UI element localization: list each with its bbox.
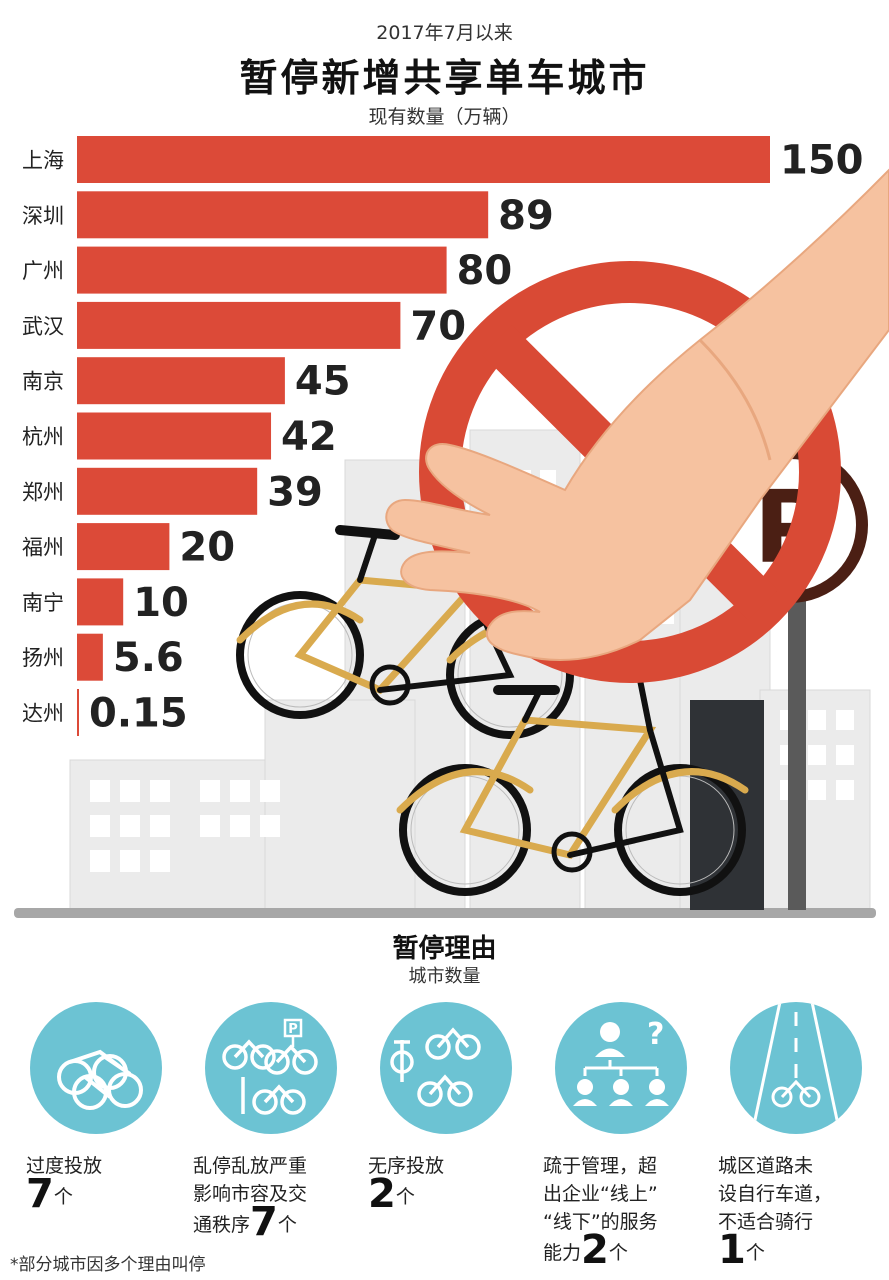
reason-text-line: 影响市容及交 [193, 1183, 308, 1205]
reason-text-line: 出企业“线上” [543, 1183, 658, 1205]
bar-chart: 上海 150 深圳 89 广州 80 武汉 70 南京 45 杭州 42 郑州 39 福州 20 南宁 10 扬州 5… [22, 136, 864, 737]
value-label: 39 [267, 469, 323, 515]
reason-count-unit: 个 [277, 1214, 297, 1236]
reason-description: 无序投放 2个 [368, 1152, 445, 1214]
category-label: 武汉 [22, 314, 64, 338]
category-label: 福州 [22, 536, 64, 560]
category-label: 扬州 [22, 646, 64, 670]
category-label: 南宁 [22, 591, 64, 615]
value-label: 20 [179, 525, 235, 571]
bar [77, 191, 489, 239]
bike-pile-icon [30, 1002, 162, 1134]
category-label: 杭州 [22, 425, 64, 449]
hand-arm [385, 168, 889, 661]
reason-text-line: 城区道路未 [718, 1155, 814, 1177]
reason-count-line: 通秩序7个 [193, 1202, 307, 1242]
bar [77, 246, 447, 294]
svg-text:P: P [288, 1022, 298, 1037]
reason-text-prefix: 通秩序 [193, 1214, 251, 1236]
reasons-subtitle: 城市数量 [408, 966, 481, 987]
category-label: 南京 [22, 370, 64, 394]
reason-text-line: 乱停乱放严重 [193, 1155, 308, 1177]
chart-title: 暂停新增共享单车城市 [239, 56, 650, 100]
footnote: *部分城市因多个理由叫停 [10, 1255, 206, 1275]
category-label: 郑州 [22, 480, 64, 504]
value-label: 10 [133, 580, 189, 626]
value-label: 70 [410, 303, 466, 349]
bar [77, 467, 258, 515]
reason-text-line: “线下”的服务 [543, 1211, 658, 1233]
reason-city-count: 2 [581, 1227, 609, 1273]
bar [77, 633, 103, 681]
bar [77, 523, 170, 571]
reason-text-line: 疏于管理，超 [543, 1155, 658, 1177]
reason-text-line: 不适合骑行 [718, 1211, 814, 1233]
category-label: 深圳 [22, 204, 64, 228]
reason-city-count: 2 [368, 1171, 396, 1217]
reason-city-count: 1 [718, 1227, 746, 1273]
svg-text:?: ? [647, 1017, 664, 1052]
reason-count-unit: 个 [53, 1186, 73, 1208]
reason-city-count: 7 [26, 1171, 54, 1217]
bar [77, 689, 79, 736]
city-illustration: P [14, 168, 889, 918]
reason-description: 疏于管理，超 出企业“线上” “线下”的服务 能力2个 [543, 1152, 658, 1270]
value-label: 5.6 [113, 635, 184, 681]
reason-description: 乱停乱放严重 影响市容及交 通秩序7个 [193, 1152, 308, 1242]
reason-text-line: 设自行车道， [718, 1183, 833, 1205]
value-label: 150 [780, 138, 864, 184]
category-label: 达州 [22, 702, 64, 726]
bar [77, 357, 285, 405]
disordered-bikes-icon [380, 1002, 512, 1134]
reason-count-unit: 个 [745, 1242, 765, 1264]
value-label: 45 [295, 359, 351, 405]
value-label: 89 [498, 193, 554, 239]
no-bike-lane-road-icon [730, 1002, 862, 1134]
management-hierarchy-icon: ? [555, 1002, 687, 1134]
reason-description: 过度投放 7个 [26, 1152, 103, 1214]
reason-description: 城区道路未设自行车道， 不适合骑行 1个 [718, 1152, 833, 1270]
ground-line [14, 908, 876, 918]
chart-subtitle: 2017年7月以来 [376, 22, 513, 44]
reason-count-line: 7个 [26, 1174, 102, 1214]
reason-text-prefix: 能力 [543, 1242, 582, 1264]
value-label: 0.15 [89, 691, 188, 737]
reason-text-line: 无序投放 [368, 1155, 445, 1177]
bar [77, 578, 124, 626]
reason-count-unit: 个 [395, 1186, 415, 1208]
bar [77, 412, 272, 460]
reason-count-line: 能力2个 [543, 1230, 658, 1270]
bar [77, 136, 770, 183]
scattered-bikes-parking-icon: P [205, 1002, 337, 1134]
bicycle-lower-icon [396, 672, 749, 896]
reason-city-count: 7 [250, 1199, 278, 1245]
reason-count-line: 2个 [368, 1174, 444, 1214]
reason-count-unit: 个 [608, 1242, 628, 1264]
value-label: 80 [457, 248, 513, 294]
chart-header: 2017年7月以来 暂停新增共享单车城市 现有数量（万辆） [0, 18, 889, 129]
bar [77, 301, 401, 349]
reasons-title: 暂停理由 [392, 934, 497, 964]
category-label: 广州 [22, 259, 64, 283]
reason-text-line: 过度投放 [26, 1155, 103, 1177]
reason-count-line: 1个 [718, 1230, 832, 1270]
value-label: 42 [281, 414, 337, 460]
unit-caption: 现有数量（万辆） [368, 106, 521, 128]
category-label: 上海 [22, 149, 64, 173]
